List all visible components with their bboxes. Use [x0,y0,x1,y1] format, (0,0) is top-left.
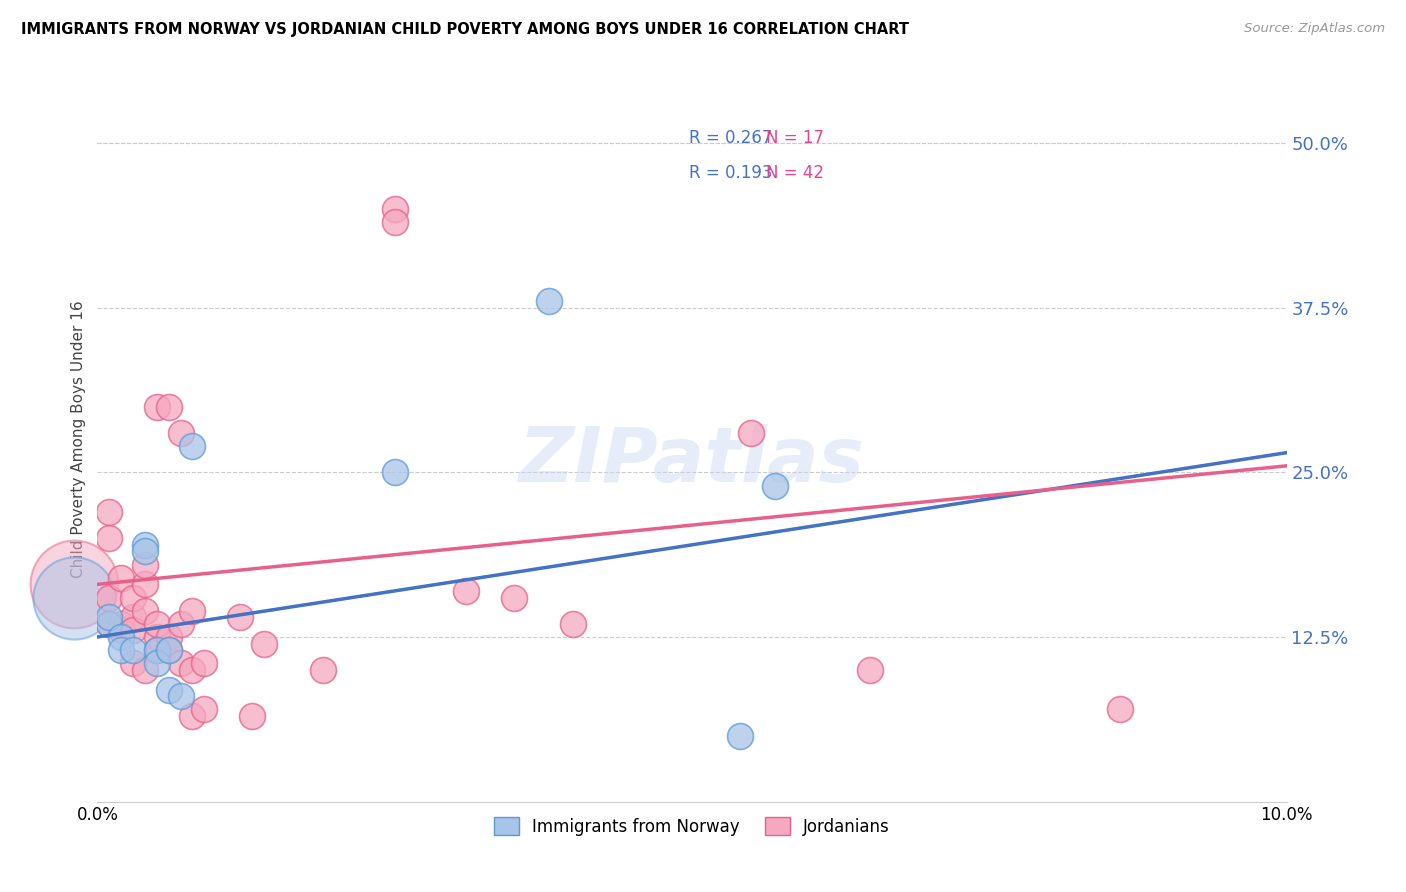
Point [229,610,252,624]
Text: R = 0.193: R = 0.193 [689,164,772,183]
Point [562,616,585,631]
Point [181,709,204,723]
Point [134,544,156,558]
Point [146,630,169,644]
Point [110,630,132,644]
Point [454,583,477,598]
Point [122,657,145,671]
Point [146,643,169,657]
Point [157,400,180,414]
Point [134,663,156,677]
Point [98,531,121,545]
Point [110,571,132,585]
Point [1109,702,1132,716]
Point [169,616,191,631]
Point [312,663,335,677]
Point [146,400,169,414]
Point [134,604,156,618]
Point [181,663,204,677]
Point [502,591,524,605]
Point [146,616,169,631]
Point [384,215,406,229]
Point [98,505,121,519]
Point [98,616,121,631]
Point [859,663,882,677]
Point [181,439,204,453]
Point [110,616,132,631]
Point [253,637,276,651]
Point [181,604,204,618]
Text: IMMIGRANTS FROM NORWAY VS JORDANIAN CHILD POVERTY AMONG BOYS UNDER 16 CORRELATIO: IMMIGRANTS FROM NORWAY VS JORDANIAN CHIL… [21,22,910,37]
Point [193,702,215,716]
Point [122,591,145,605]
Point [538,294,561,309]
Point [740,425,762,440]
Point [763,478,786,492]
Point [169,657,191,671]
Point [134,558,156,572]
Point [384,466,406,480]
Point [110,643,132,657]
Point [146,643,169,657]
Text: N = 42: N = 42 [766,164,824,183]
Point [98,616,121,631]
Legend: Immigrants from Norway, Jordanians: Immigrants from Norway, Jordanians [485,809,898,844]
Point [122,624,145,638]
Text: ZIPatlas: ZIPatlas [519,425,865,499]
Point [122,643,145,657]
Point [384,202,406,216]
Text: N = 17: N = 17 [766,129,824,147]
Point [169,425,191,440]
Point [193,657,215,671]
Point [62,591,84,605]
Text: R = 0.267: R = 0.267 [689,129,772,147]
Point [62,577,84,591]
Point [146,657,169,671]
Point [98,591,121,605]
Point [134,538,156,552]
Point [110,624,132,638]
Text: Source: ZipAtlas.com: Source: ZipAtlas.com [1244,22,1385,36]
Point [122,610,145,624]
Y-axis label: Child Poverty Among Boys Under 16: Child Poverty Among Boys Under 16 [72,301,86,578]
Point [157,682,180,697]
Point [157,630,180,644]
Point [134,577,156,591]
Point [157,643,180,657]
Point [157,643,180,657]
Point [98,610,121,624]
Point [169,690,191,704]
Point [728,729,751,743]
Point [240,709,263,723]
